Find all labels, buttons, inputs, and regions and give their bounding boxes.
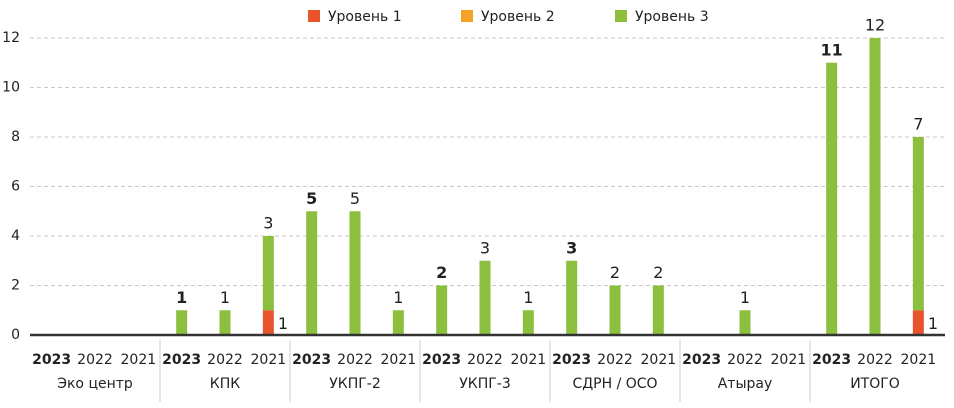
x-tick-label: 2021 (251, 352, 287, 368)
bar-segment (176, 310, 188, 335)
legend-swatch (461, 10, 473, 22)
legend-swatch (615, 10, 627, 22)
bar-segment (652, 285, 664, 335)
group-label: СДРН / ОСО (572, 376, 657, 392)
x-tick-label: 2023 (292, 352, 331, 368)
x-tick-label: 2021 (511, 352, 547, 368)
data-label: 1 (393, 288, 403, 307)
data-label: 2 (436, 263, 447, 282)
y-tick-label: 8 (11, 129, 20, 145)
x-tick-label: 2021 (121, 352, 157, 368)
data-label: 5 (306, 189, 317, 208)
data-label: 1 (523, 288, 533, 307)
bar-segment (219, 310, 231, 335)
data-label: 3 (566, 238, 577, 257)
data-label: 1 (278, 314, 288, 333)
bar-segment (609, 285, 621, 335)
bar-segment (349, 211, 361, 335)
bar-segment (522, 310, 534, 335)
group-label: КПК (210, 376, 240, 392)
group-label: УКПГ-3 (459, 376, 511, 392)
x-tick-label: 2023 (162, 352, 201, 368)
bar-segment (436, 285, 448, 335)
legend-swatch (308, 10, 320, 22)
y-tick-label: 2 (11, 278, 20, 294)
bar-segment (739, 310, 751, 335)
x-tick-label: 2022 (207, 352, 243, 368)
x-tick-label: 2022 (727, 352, 763, 368)
bar-segment (392, 310, 404, 335)
y-tick-label: 6 (11, 179, 20, 195)
bar-segment (479, 260, 491, 335)
x-tick-label: 2021 (641, 352, 677, 368)
bar-segment (566, 260, 578, 335)
group-label: ИТОГО (850, 376, 900, 392)
x-tick-label: 2021 (381, 352, 417, 368)
y-tick-label: 10 (2, 80, 20, 96)
data-label: 3 (263, 214, 273, 233)
group-label: Эко центр (57, 376, 133, 392)
y-tick-label: 4 (11, 228, 20, 244)
data-label: 5 (350, 189, 360, 208)
x-tick-label: 2023 (422, 352, 461, 368)
x-tick-label: 2022 (77, 352, 113, 368)
bar-segment (912, 137, 924, 311)
data-label: 1 (740, 288, 750, 307)
x-tick-label: 2023 (812, 352, 851, 368)
data-label: 1 (220, 288, 230, 307)
bar-segment (912, 310, 924, 335)
data-label: 12 (865, 16, 885, 35)
data-label: 7 (913, 115, 923, 134)
data-label: 11 (821, 40, 843, 59)
data-label: 1 (928, 314, 938, 333)
group-label: УКПГ-2 (329, 376, 381, 392)
x-tick-label: 2022 (857, 352, 893, 368)
x-tick-label: 2022 (597, 352, 633, 368)
data-label: 2 (653, 263, 663, 282)
x-tick-label: 2023 (32, 352, 71, 368)
x-tick-label: 2023 (552, 352, 591, 368)
bar-segment (262, 310, 274, 335)
group-label: Атырау (718, 376, 773, 392)
y-tick-label: 12 (2, 30, 20, 46)
bar-segment (306, 211, 318, 335)
data-label: 1 (176, 288, 187, 307)
x-tick-label: 2023 (682, 352, 721, 368)
y-tick-label: 0 (11, 327, 20, 343)
legend-label: Уровень 1 (328, 9, 402, 25)
legend-label: Уровень 3 (635, 9, 709, 25)
x-tick-label: 2022 (337, 352, 373, 368)
x-tick-label: 2021 (901, 352, 937, 368)
bar-segment (826, 62, 838, 335)
bar-segment (262, 236, 274, 311)
data-label: 2 (610, 263, 620, 282)
x-tick-label: 2021 (771, 352, 807, 368)
legend-label: Уровень 2 (481, 9, 555, 25)
x-tick-label: 2022 (467, 352, 503, 368)
data-label: 3 (480, 238, 490, 257)
bar-segment (869, 38, 881, 335)
